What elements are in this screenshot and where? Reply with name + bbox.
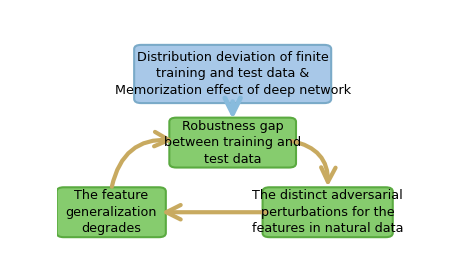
Text: Robustness gap
between training and
test data: Robustness gap between training and test… [164,120,301,166]
FancyBboxPatch shape [262,187,393,237]
FancyBboxPatch shape [57,187,166,237]
FancyBboxPatch shape [169,118,296,167]
Text: The feature
generalization
degrades: The feature generalization degrades [65,189,157,235]
Text: The distinct adversarial
perturbations for the
features in natural data: The distinct adversarial perturbations f… [252,189,404,235]
FancyBboxPatch shape [134,45,331,103]
Text: Distribution deviation of finite
training and test data &
Memorization effect of: Distribution deviation of finite trainin… [114,51,351,97]
